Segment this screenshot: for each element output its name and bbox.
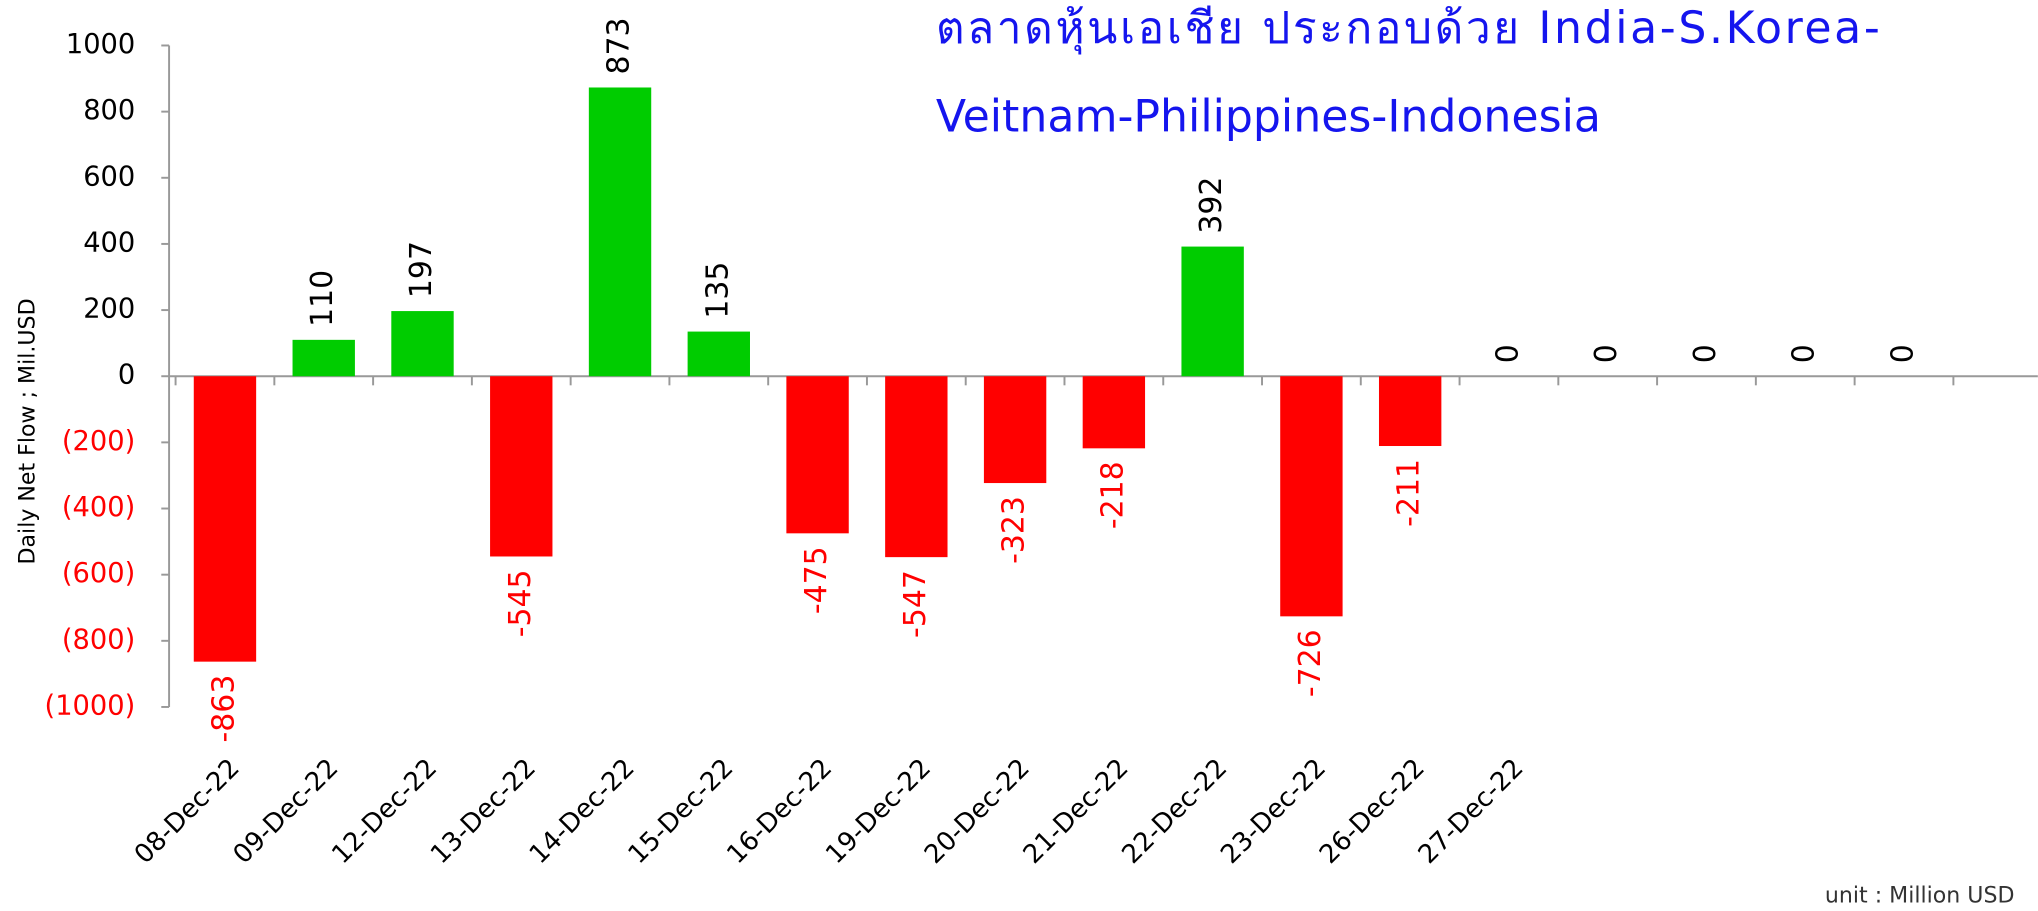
bar <box>786 376 849 534</box>
chart-title: ตลาดหุ้นเอเชีย ประกอบด้วย India-S.Korea- <box>936 3 1883 55</box>
value-label: -545 <box>503 569 538 637</box>
x-tick-label: 21-Dec-22 <box>1018 753 1135 870</box>
y-tick-label: 1000 <box>66 29 135 60</box>
bar <box>1181 246 1244 377</box>
x-tick-label: 22-Dec-22 <box>1116 753 1233 870</box>
bar <box>1082 376 1146 449</box>
bar <box>885 376 948 558</box>
bar <box>1378 376 1442 447</box>
bar <box>1280 376 1343 617</box>
x-tick-label: 08-Dec-22 <box>129 753 246 870</box>
value-label: 0 <box>1589 344 1624 363</box>
x-tick-label: 16-Dec-22 <box>721 753 838 870</box>
y-tick-label: (400) <box>62 492 135 523</box>
value-label: 0 <box>1787 344 1822 363</box>
x-tick-label: 26-Dec-22 <box>1314 753 1431 870</box>
value-label: 135 <box>700 262 735 319</box>
y-tick-label: 800 <box>83 95 135 126</box>
x-tick-label: 12-Dec-22 <box>326 753 443 870</box>
x-tick-label: 09-Dec-22 <box>228 753 345 870</box>
x-tick-label: 23-Dec-22 <box>1215 753 1332 870</box>
value-label: -218 <box>1095 461 1130 529</box>
x-tick-label: 20-Dec-22 <box>919 753 1036 870</box>
y-tick-label: (600) <box>62 558 135 589</box>
chart-title: Veitnam-Philippines-Indonesia <box>936 92 1601 143</box>
value-label: -211 <box>1392 459 1427 527</box>
bar <box>687 331 750 377</box>
value-label: 0 <box>1688 344 1723 363</box>
x-tick-label: 19-Dec-22 <box>820 753 937 870</box>
value-label: 0 <box>1490 344 1525 363</box>
value-label: 873 <box>602 17 637 74</box>
y-tick-label: 0 <box>118 360 135 391</box>
value-label: -547 <box>898 570 933 638</box>
x-tick-label: 14-Dec-22 <box>524 753 641 870</box>
y-tick-label: 400 <box>83 227 135 258</box>
y-tick-label: 200 <box>83 294 135 325</box>
y-tick-label: (200) <box>62 426 135 457</box>
x-tick-label: 13-Dec-22 <box>425 753 542 870</box>
y-axis-label: Daily Net Flow ; Mil.USD <box>15 298 41 564</box>
value-label: -323 <box>997 496 1032 564</box>
y-tick-label: 600 <box>83 161 135 192</box>
bar <box>292 339 355 377</box>
value-label: 197 <box>404 241 439 298</box>
x-tick-label: 15-Dec-22 <box>623 753 740 870</box>
value-label: -726 <box>1293 629 1328 697</box>
bar <box>391 311 454 377</box>
bar <box>490 376 553 557</box>
x-tick-label: 27-Dec-22 <box>1413 753 1530 870</box>
value-label: 110 <box>305 270 340 327</box>
value-label: -475 <box>799 546 834 614</box>
y-tick-label: (1000) <box>45 690 136 721</box>
bar <box>193 376 257 662</box>
y-tick-label: (800) <box>62 624 135 655</box>
bar <box>588 87 652 377</box>
note: unit : Million USD <box>1825 883 2015 909</box>
value-label: 392 <box>1194 177 1229 234</box>
bar <box>983 376 1047 484</box>
value-label: -863 <box>206 675 241 743</box>
value-label: 0 <box>1886 344 1921 363</box>
